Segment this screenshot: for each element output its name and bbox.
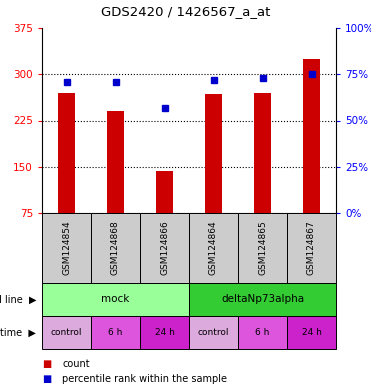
Bar [189,213,238,283]
Bar [140,316,189,349]
Bar [287,316,336,349]
Text: percentile rank within the sample: percentile rank within the sample [62,374,227,384]
Bar [189,316,238,349]
Bar [91,213,140,283]
Text: 24 h: 24 h [155,328,174,337]
Text: GSM124868: GSM124868 [111,221,120,275]
Text: mock: mock [101,295,130,305]
Text: GDS2420 / 1426567_a_at: GDS2420 / 1426567_a_at [101,5,270,18]
Bar [189,283,336,316]
Text: GSM124865: GSM124865 [258,221,267,275]
Text: control: control [51,328,82,337]
Bar [238,213,287,283]
Text: GSM124854: GSM124854 [62,221,71,275]
Text: deltaNp73alpha: deltaNp73alpha [221,295,304,305]
Bar [238,316,287,349]
Bar [42,316,91,349]
Text: control: control [198,328,229,337]
Bar [91,316,140,349]
Text: 24 h: 24 h [302,328,321,337]
Bar [42,213,91,283]
Bar [205,94,222,213]
Text: 6 h: 6 h [255,328,270,337]
Text: GSM124866: GSM124866 [160,221,169,275]
Text: GSM124867: GSM124867 [307,221,316,275]
Text: cell line  ▶: cell line ▶ [0,295,36,305]
Text: count: count [62,359,90,369]
Bar [140,213,189,283]
Text: GSM124864: GSM124864 [209,221,218,275]
Bar [156,171,173,213]
Bar [287,213,336,283]
Bar [303,59,320,213]
Text: ■: ■ [42,359,51,369]
Bar [58,93,75,213]
Bar [42,283,189,316]
Bar [254,93,271,213]
Bar [107,111,124,213]
Text: ■: ■ [42,374,51,384]
Text: 6 h: 6 h [108,328,123,337]
Text: time  ▶: time ▶ [0,328,36,338]
